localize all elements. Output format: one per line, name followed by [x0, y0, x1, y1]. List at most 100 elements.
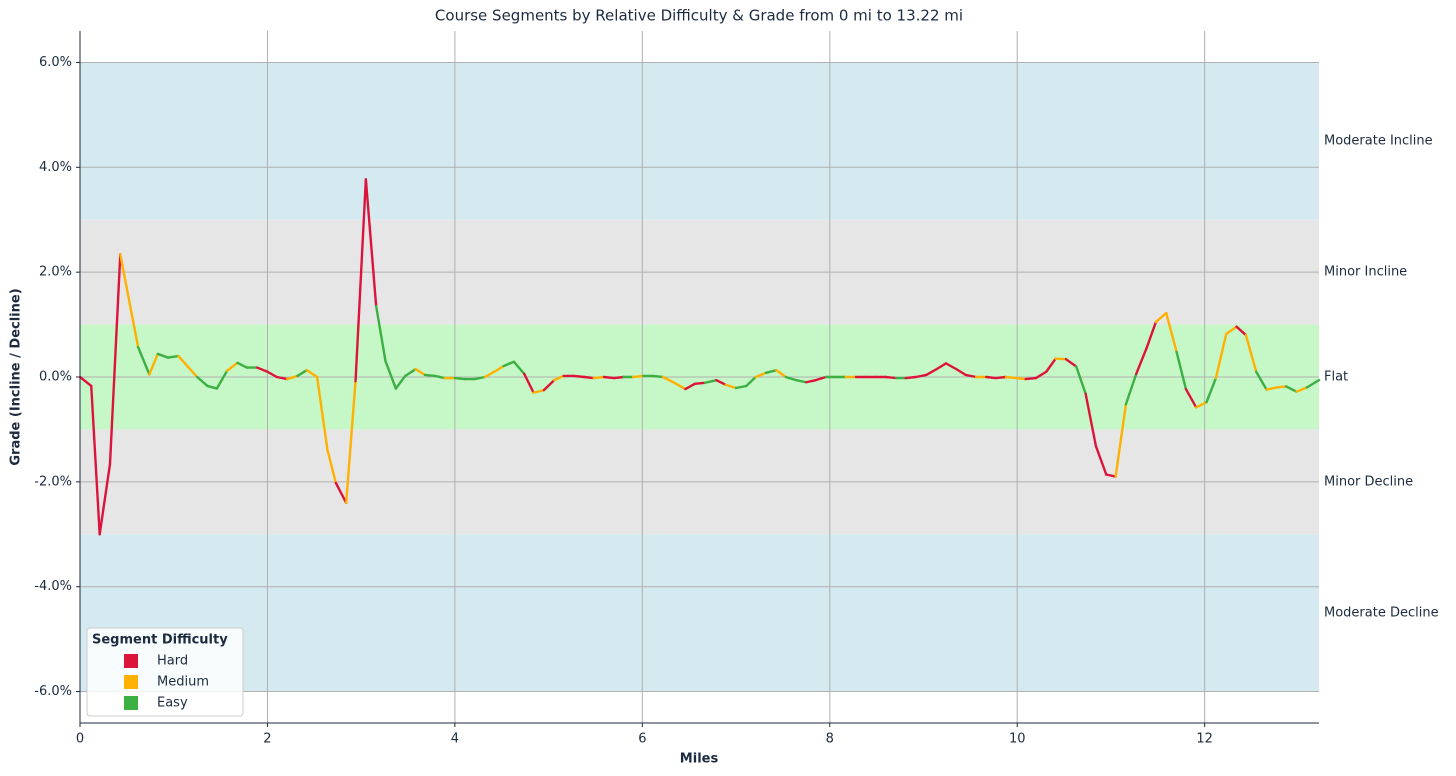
- grade-segment: [715, 378, 727, 387]
- y-tick-label: -2.0%: [34, 474, 72, 489]
- grade-segment: [994, 375, 1008, 380]
- grade-segment: [108, 253, 122, 466]
- x-tick-label: 0: [76, 732, 84, 747]
- grade-segment: [944, 362, 958, 371]
- grade-segment: [734, 384, 748, 390]
- grade-segment: [493, 364, 505, 373]
- grade-segment: [745, 375, 757, 388]
- x-tick-label: 6: [638, 732, 646, 747]
- grade-segment: [1295, 386, 1309, 393]
- grade-segment: [764, 368, 778, 375]
- grade-segment: [553, 374, 565, 382]
- band-label: Moderate Decline: [1324, 605, 1439, 620]
- grade-segment: [775, 368, 787, 379]
- grade-segment: [542, 378, 556, 392]
- grade-segment: [285, 374, 299, 381]
- grade-segment: [98, 462, 112, 536]
- grade-segment: [473, 375, 487, 381]
- legend-label: Medium: [157, 675, 209, 690]
- grade-segment: [1124, 372, 1138, 406]
- legend-swatch: [124, 675, 138, 689]
- band-label: Minor Incline: [1324, 265, 1407, 280]
- grade-segment: [434, 374, 446, 380]
- grade-segment: [794, 378, 808, 384]
- grade-segment: [1084, 392, 1098, 448]
- grade-segment: [1284, 385, 1298, 393]
- grade-segment: [186, 365, 199, 379]
- grade-segment: [1114, 403, 1128, 478]
- grade-segment: [1175, 350, 1188, 391]
- grade-segment: [724, 383, 738, 390]
- y-axis-label: Grade (Incline / Decline): [9, 288, 24, 465]
- grade-segment: [613, 375, 625, 380]
- grade-segment: [805, 378, 817, 384]
- grade-segment: [925, 367, 938, 377]
- grade-segment: [78, 375, 93, 388]
- grade-segment: [215, 369, 229, 390]
- legend: Segment Difficulty Hard Medium Easy: [86, 627, 244, 717]
- band-label: Moderate Incline: [1324, 134, 1433, 149]
- grade-segment: [1094, 445, 1108, 476]
- grade-segment: [334, 481, 348, 505]
- grade-segment: [985, 375, 997, 380]
- grade-segment: [583, 375, 595, 380]
- x-tick-label: 10: [1009, 732, 1026, 747]
- grade-segment: [1045, 357, 1057, 373]
- grade-segment: [914, 373, 928, 379]
- grade-segment: [90, 384, 101, 536]
- grade-segment: [136, 345, 151, 376]
- grade-segment: [502, 360, 516, 368]
- grade-segment: [255, 366, 269, 373]
- grade-segment: [483, 370, 497, 379]
- grade-segment: [225, 361, 239, 372]
- grade-segment: [935, 362, 948, 371]
- grade-segment: [1244, 333, 1258, 373]
- grade-segment: [661, 375, 675, 384]
- grade-segment: [275, 375, 289, 381]
- grade-segment: [414, 367, 427, 377]
- legend-box: [86, 627, 244, 717]
- grade-segment: [296, 368, 309, 378]
- grade-segment: [394, 374, 407, 390]
- y-tick-label: 4.0%: [39, 160, 72, 175]
- grade-segment: [1015, 376, 1027, 381]
- legend-swatch: [124, 696, 138, 710]
- grade-segment: [572, 374, 586, 379]
- chart-title: Course Segments by Relative Difficulty &…: [435, 7, 963, 25]
- grade-segment: [1255, 370, 1268, 391]
- grade-segment: [195, 375, 209, 388]
- grade-segment: [1275, 385, 1288, 389]
- grade-segment: [236, 361, 249, 369]
- grade-segment: [703, 378, 718, 384]
- x-axis-label: Miles: [680, 752, 719, 767]
- grade-segment: [423, 373, 437, 378]
- grade-segment: [177, 354, 189, 368]
- y-tick-label: -4.0%: [34, 579, 72, 594]
- grade-segment: [364, 178, 378, 308]
- grade-segment: [1105, 473, 1117, 478]
- grade-segment: [404, 367, 417, 378]
- grade-segment: [1235, 325, 1248, 337]
- grade-segment: [1024, 376, 1038, 381]
- y-tick-label: 2.0%: [39, 265, 72, 280]
- grade-segment: [305, 368, 319, 379]
- y-tick-label: 0.0%: [39, 370, 72, 385]
- grade-segment: [1004, 375, 1018, 380]
- grade-segment: [684, 382, 697, 391]
- grade-segment: [326, 448, 338, 485]
- grade-segment: [453, 376, 466, 381]
- y-tick-label: 6.0%: [39, 55, 72, 70]
- grade-segment: [119, 253, 130, 300]
- difficulty-band: [80, 534, 1319, 692]
- grade-segment: [651, 374, 665, 379]
- grade-segment: [374, 305, 387, 363]
- grade-segment: [904, 375, 918, 380]
- grade-segment: [814, 375, 828, 382]
- x-tick-label: 8: [826, 732, 834, 747]
- grade-segment: [754, 371, 768, 379]
- band-label: Flat: [1324, 370, 1348, 385]
- grade-segment: [156, 352, 170, 359]
- grade-segment: [266, 370, 279, 379]
- grade-segment: [1225, 325, 1238, 336]
